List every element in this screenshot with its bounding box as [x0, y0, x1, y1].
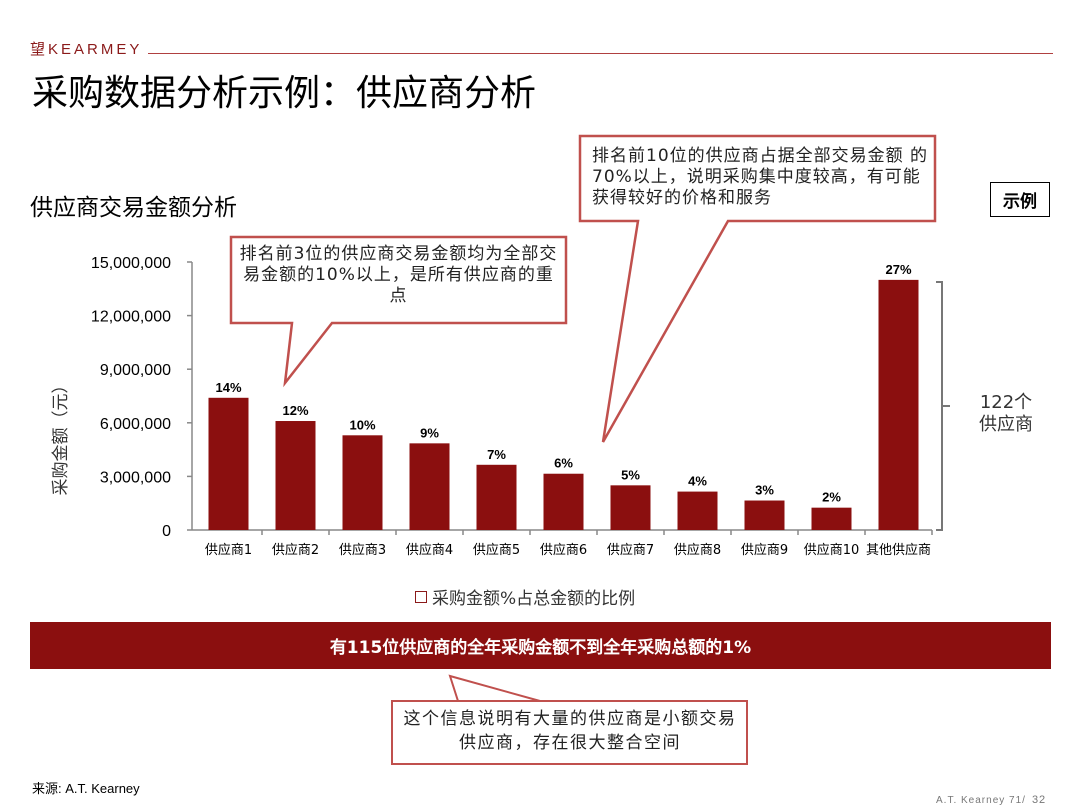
bar: [476, 464, 517, 530]
bracket-line: [936, 281, 943, 531]
y-tick-label: 15,000,000: [91, 255, 171, 272]
y-tick-label: 6,000,000: [100, 416, 171, 433]
x-tick-label: 供应商9: [741, 542, 788, 558]
bar: [610, 485, 651, 530]
x-tick-label: 供应商8: [674, 542, 721, 558]
kearney-logo: 望KEARMEY: [30, 41, 143, 58]
bracket-label-line2: 供应商: [979, 414, 1033, 435]
y-tick-label: 0: [162, 523, 171, 540]
callout-top-right-text: 排名前10位的供应商占据全部交易金额 的70%以上，说明采购集中度较高，有可能获…: [592, 146, 929, 208]
footer-text: A.T. Kearney 71/: [936, 795, 1026, 806]
footer: A.T. Kearney 71/32: [936, 794, 1046, 806]
legend-label: 采购金额%占总金额的比例: [432, 589, 636, 609]
bar: [409, 443, 450, 530]
bar: [878, 279, 919, 530]
x-tick-label: 供应商5: [473, 542, 520, 558]
bar: [543, 473, 584, 530]
source-note: 来源: A.T. Kearney: [32, 781, 140, 796]
x-tick-label: 供应商3: [339, 542, 386, 558]
example-badge: 示例: [990, 182, 1050, 217]
bar-data-label: 27%: [885, 262, 911, 277]
bar: [208, 397, 249, 530]
x-tick-label: 其他供应商: [866, 542, 931, 558]
callout-top-left-shape: [229, 235, 568, 388]
bar-data-label: 2%: [822, 490, 841, 505]
bar-data-label: 10%: [349, 417, 375, 432]
bracket-label: 122个: [980, 392, 1032, 413]
bars: 14% 12% 10% 9% 7% 6% 5% 4% 3% 2% 27%: [208, 262, 933, 535]
bar-data-label: 6%: [554, 456, 573, 471]
page-number: 32: [1031, 794, 1047, 806]
bar: [744, 500, 785, 530]
x-axis-labels: 供应商1 供应商2 供应商3 供应商4 供应商5 供应商6 供应商7 供应商8 供应商9 供应商1…: [205, 542, 931, 558]
bar: [275, 421, 316, 530]
y-tick-label: 12,000,000: [91, 309, 171, 326]
x-tick-label: 供应商4: [406, 542, 453, 558]
bar-data-label: 14%: [215, 380, 241, 395]
bar-data-label: 4%: [688, 474, 707, 489]
bar: [677, 491, 718, 530]
header-rule: [148, 53, 1053, 54]
callout-top-left-text: 排名前3位的供应商交易金额均为全部交易金额的10%以上，是所有供应商的重点: [239, 244, 558, 306]
chart-title: 供应商交易金额分析: [30, 195, 237, 221]
callout-top-right-shape: [578, 134, 937, 443]
bar: [342, 435, 383, 530]
bar-data-label: 5%: [621, 467, 640, 482]
callout-bottom-shape: [391, 674, 748, 765]
x-tick-label: 供应商2: [272, 542, 319, 558]
x-tick-label: 供应商1: [205, 542, 252, 558]
y-tick-label: 3,000,000: [100, 469, 171, 486]
y-axis-title: 采购金额（元）: [51, 377, 71, 496]
legend-swatch: [415, 590, 427, 603]
page-title: 采购数据分析示例：供应商分析: [32, 73, 537, 114]
bar-data-label: 7%: [487, 447, 506, 462]
y-tick-label: 9,000,000: [100, 362, 171, 379]
bar-data-label: 12%: [282, 403, 308, 418]
bar-data-label: 9%: [420, 425, 439, 440]
bar: [811, 507, 852, 530]
x-tick-label: 供应商10: [804, 542, 860, 558]
x-tick-label: 供应商7: [607, 542, 654, 558]
x-tick-label: 供应商6: [540, 542, 587, 558]
bar-chart: 0 3,000,000 6,000,000 9,000,000 12,000,000 15…: [51, 255, 1033, 558]
summary-banner: 有115位供应商的全年采购金额不到全年采购总额的1%: [30, 622, 1051, 669]
chart-legend: 采购金额%占总金额的比例: [415, 584, 635, 609]
bar-data-label: 3%: [755, 483, 774, 498]
callout-bottom-text: 这个信息说明有大量的供应商是小额交易供应商，存在很大整合空间: [403, 709, 737, 753]
